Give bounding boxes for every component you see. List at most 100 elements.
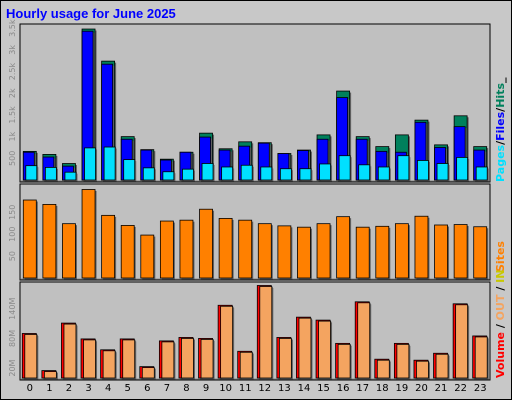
bar-sites-16 [336, 216, 351, 279]
x-tick-label: 14 [298, 383, 311, 394]
y-tick-label: 50 [8, 251, 17, 261]
bar-pages-10 [221, 166, 234, 181]
bar-pages-22 [456, 157, 469, 181]
bar-pages-1 [44, 167, 57, 181]
y-tick-label: 2k [8, 88, 17, 98]
bar-in-out-19 [396, 343, 410, 379]
bar-sites-13 [277, 225, 292, 279]
bar-sites-12 [257, 223, 272, 279]
bar-sites-19 [394, 223, 409, 279]
bar-pages-13 [279, 168, 292, 181]
bar-pages-14 [299, 168, 312, 181]
bar-in-out-10 [220, 305, 234, 379]
bar-pages-18 [377, 166, 390, 181]
bar-pages-11 [240, 164, 253, 181]
bar-pages-16 [338, 155, 351, 181]
bar-in-out-17 [357, 302, 371, 379]
x-tick-label: 13 [278, 383, 291, 394]
bar-sites-15 [316, 223, 331, 279]
x-tick-label: 16 [337, 383, 350, 394]
bar-pages-0 [25, 165, 38, 181]
y-tick-label: 140M [8, 298, 17, 320]
bar-in-out-16 [337, 343, 351, 379]
y-tick-label: 1k [8, 131, 17, 141]
bar-pages-3 [84, 147, 96, 181]
bar-pages-6 [142, 167, 155, 181]
bar-sites-9 [199, 208, 213, 279]
bar-pages-21 [436, 163, 449, 181]
x-tick-label: 8 [183, 383, 189, 394]
bar-sites-14 [297, 226, 311, 279]
y-tick-label: 100 [8, 227, 17, 242]
bar-sites-0 [22, 199, 37, 279]
bar-sites-2 [62, 223, 76, 279]
x-tick-label: 5 [125, 383, 131, 394]
x-tick-label: 17 [356, 383, 369, 394]
panel-volume [19, 281, 491, 381]
x-tick-label: 18 [376, 383, 389, 394]
bar-in-out-12 [259, 286, 273, 379]
legend-out: OUT [494, 294, 507, 320]
legend-pages: Pages [494, 144, 507, 182]
bar-in-out-8 [181, 338, 194, 379]
y-tick-label: 3.5k [8, 19, 17, 37]
bar-in-out-23 [474, 336, 488, 379]
chart-title: Hourly usage for June 2025 [6, 6, 176, 21]
bar-pages-23 [475, 166, 488, 181]
bar-sites-17 [355, 226, 370, 279]
bar-sites-23 [473, 226, 488, 279]
y-tick-label: 80M [8, 330, 17, 347]
x-tick-label: 6 [144, 383, 150, 394]
bar-sites-6 [140, 234, 155, 279]
bar-in-out-14 [298, 317, 312, 379]
bar-sites-10 [218, 218, 233, 279]
bar-in-out-15 [318, 320, 331, 379]
bar-pages-15 [319, 163, 331, 181]
legend-sites: Sites [494, 241, 507, 272]
bar-sites-20 [414, 215, 429, 279]
y-tick-label: 20M [8, 359, 17, 376]
x-tick-label: 2 [66, 383, 72, 394]
x-tick-label: 22 [454, 383, 467, 394]
bar-in-out-13 [278, 338, 292, 379]
x-tick-label: 23 [474, 383, 487, 394]
bar-sites-21 [434, 224, 448, 279]
bar-in-out-4 [102, 350, 116, 379]
x-tick-label: 3 [85, 383, 91, 394]
x-tick-label: 11 [239, 383, 252, 394]
bar-in-out-9 [200, 339, 214, 379]
panel-usage [19, 23, 491, 183]
x-tick-label: 21 [435, 383, 448, 394]
x-tick-label: 12 [258, 383, 271, 394]
bar-pages-7 [162, 171, 175, 181]
panel-sites [19, 183, 491, 281]
legend-files: Files [494, 111, 507, 141]
bar-pages-4 [103, 146, 116, 181]
bar-sites-5 [120, 225, 135, 279]
y-tick-label: 150 [8, 205, 17, 220]
bar-in-out-2 [63, 323, 77, 379]
bar-in-out-11 [239, 351, 253, 379]
legend-volume: Volume [494, 332, 507, 378]
bar-pages-12 [260, 166, 273, 181]
bar-pages-9 [201, 163, 214, 181]
bar-sites-1 [42, 203, 57, 279]
y-tick-label: 2.5k [8, 63, 17, 81]
bar-pages-8 [182, 168, 194, 181]
bar-in-out-22 [455, 304, 469, 379]
x-tick-label: 9 [203, 383, 209, 394]
x-tick-label: 10 [219, 383, 232, 394]
bar-pages-2 [64, 171, 77, 181]
bar-pages-17 [358, 164, 371, 181]
x-tick-label: 19 [396, 383, 409, 394]
bar-in-out-21 [435, 353, 449, 379]
x-tick-label: 4 [105, 383, 111, 394]
bar-pages-5 [123, 159, 136, 181]
usage-legend: Pages/Files/Hits_ [494, 77, 507, 182]
bar-in-out-7 [161, 341, 175, 379]
bar-in-out-1 [43, 371, 57, 379]
bar-sites-7 [159, 220, 174, 279]
x-tick-label: 0 [27, 383, 33, 394]
y-tick-label: 500 [8, 151, 17, 166]
